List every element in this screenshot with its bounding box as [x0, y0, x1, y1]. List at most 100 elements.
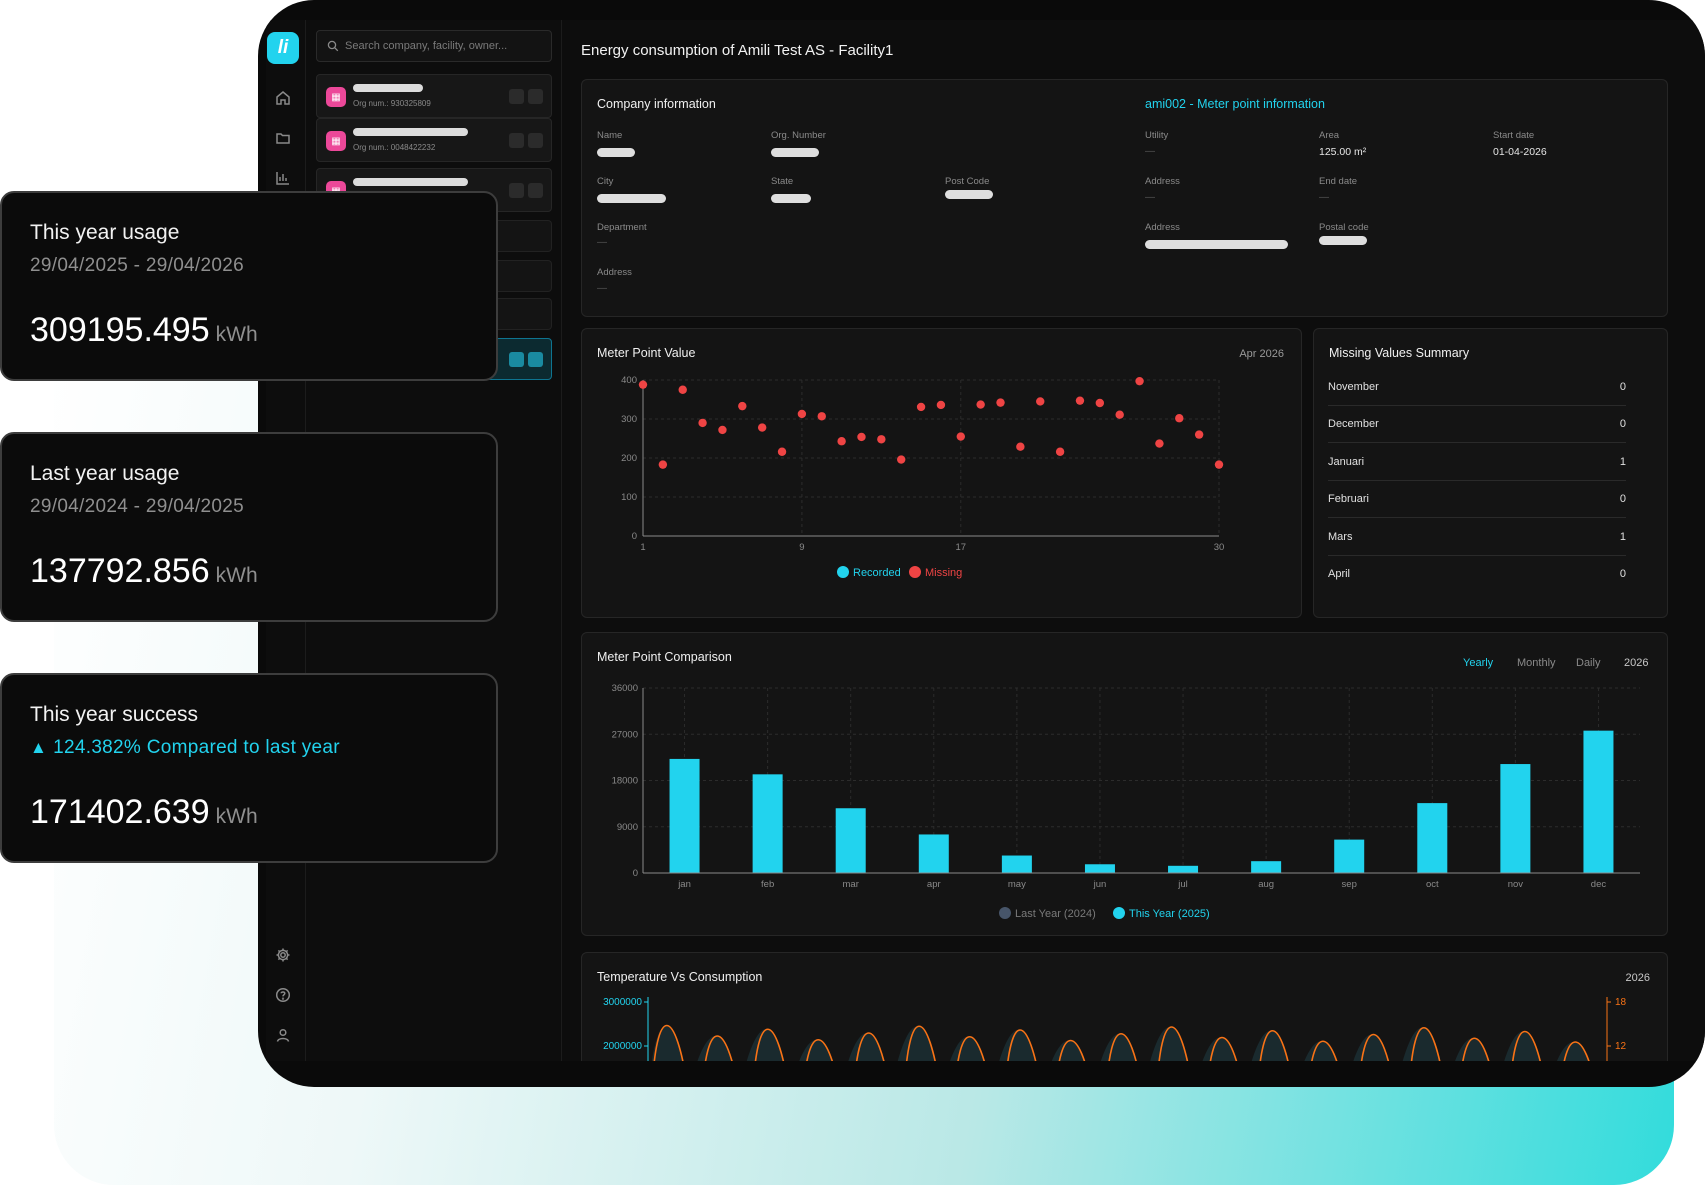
company-name-redacted: [353, 84, 423, 92]
bar-this-year: [1168, 865, 1199, 873]
company-info-title: Company information: [597, 97, 716, 111]
company-list-item[interactable]: ▦ Org num.: 0048422232: [316, 118, 552, 162]
company-org-number: Org num.: 930325809: [353, 99, 431, 108]
y-tick-label: 9000: [617, 822, 638, 833]
delete-button[interactable]: [528, 183, 543, 198]
missing-row: Januari 1: [1328, 446, 1626, 481]
delete-button[interactable]: [528, 133, 543, 148]
x-tick-label: may: [1008, 879, 1026, 890]
city-label: City: [597, 176, 614, 187]
comparison-title: Meter Point Comparison: [597, 650, 732, 664]
missing-point: [857, 432, 866, 442]
bar-this-year: [669, 758, 700, 873]
last-year-usage-card: Last year usage 29/04/2024 - 29/04/2025 …: [0, 432, 498, 622]
company-name-redacted: [353, 178, 468, 186]
home-icon[interactable]: [275, 90, 291, 106]
left-axis-label: 3000000: [603, 997, 642, 1008]
x-tick-label: jul: [1177, 879, 1188, 890]
help-icon[interactable]: [275, 987, 291, 1003]
edit-button[interactable]: [509, 183, 524, 198]
legend-this-year-label: This Year (2025): [1129, 908, 1210, 920]
missing-point: [1135, 376, 1144, 386]
missing-point: [996, 398, 1005, 407]
this-year-usage-value-wrap: 309195.495 kWh: [30, 311, 258, 350]
this-year-success-card: This year success ▲ 124.382% Compared to …: [0, 673, 498, 863]
device-frame: li: [258, 0, 1705, 1087]
postcode-label: Post Code: [945, 176, 990, 187]
x-tick-label: dec: [1591, 879, 1607, 890]
this-year-usage-period: 29/04/2025 - 29/04/2026: [30, 255, 244, 276]
missing-point: [877, 435, 886, 444]
meter-info-title[interactable]: ami002 - Meter point information: [1145, 97, 1325, 111]
x-tick-label: aug: [1258, 879, 1274, 890]
missing-month: November: [1328, 381, 1379, 393]
edit-button[interactable]: [509, 89, 524, 104]
edit-button[interactable]: [509, 352, 524, 367]
utility-label: Utility: [1145, 130, 1169, 141]
bar-this-year: [752, 774, 783, 873]
missing-point: [1155, 439, 1164, 448]
x-tick-label: nov: [1508, 879, 1524, 890]
search-input[interactable]: Search company, facility, owner...: [316, 30, 552, 62]
x-tick-label: oct: [1426, 879, 1439, 890]
org-number-redacted: [771, 148, 819, 157]
last-year-usage-title: Last year usage: [30, 462, 180, 485]
missing-row: Februari 0: [1328, 483, 1626, 518]
missing-point: [678, 385, 687, 394]
user-icon[interactable]: [275, 1027, 291, 1043]
x-tick-label: jan: [677, 879, 691, 890]
missing-point: [1016, 442, 1025, 451]
this-year-usage-title: This year usage: [30, 221, 180, 244]
meter-address2-label: Address: [1145, 222, 1180, 233]
tab-monthly[interactable]: Monthly: [1517, 657, 1556, 669]
missing-point: [797, 409, 807, 419]
x-tick-label: 9: [799, 542, 804, 553]
missing-point: [916, 402, 926, 412]
this-year-usage-card: This year usage 29/04/2025 - 29/04/2026 …: [0, 191, 498, 381]
delete-button[interactable]: [528, 352, 543, 367]
gear-icon[interactable]: [275, 947, 291, 963]
postal-code-redacted: [1319, 236, 1367, 245]
legend-recorded-label: Recorded: [853, 567, 901, 579]
legend-last-year-swatch: [999, 907, 1011, 919]
legend-missing-swatch: [909, 566, 921, 578]
postal-code-label: Postal code: [1319, 222, 1369, 233]
folder-icon[interactable]: [275, 130, 291, 146]
missing-row: Mars 1: [1328, 521, 1626, 556]
year-selector[interactable]: 2026: [1624, 657, 1649, 669]
missing-count: 0: [1619, 568, 1626, 580]
success-change-text: 124.382% Compared to last year: [53, 737, 340, 758]
missing-summary-title: Missing Values Summary: [1329, 346, 1470, 360]
this-year-success-title: This year success: [30, 703, 199, 726]
y-tick-label: 100: [621, 492, 637, 503]
meter-value-period: Apr 2026: [1239, 348, 1284, 360]
building-icon: ▦: [326, 87, 346, 107]
edit-button[interactable]: [509, 133, 524, 148]
area-value: 125.00 m²: [1319, 146, 1367, 158]
missing-point: [897, 455, 906, 464]
missing-count: 1: [1619, 456, 1626, 468]
x-tick-label: 17: [956, 542, 967, 553]
end-date-value: —: [1319, 192, 1329, 203]
this-year-usage-value: 309195.495: [30, 311, 210, 349]
bar-this-year: [1251, 861, 1282, 873]
missing-point: [1194, 430, 1204, 439]
tab-yearly[interactable]: Yearly: [1463, 657, 1494, 669]
delete-button[interactable]: [528, 89, 543, 104]
app-logo[interactable]: li: [267, 32, 299, 64]
missing-point: [1095, 398, 1105, 408]
trend-up-icon: ▲: [30, 738, 48, 757]
missing-row: December 0: [1328, 408, 1626, 443]
temperature-year[interactable]: 2026: [1625, 972, 1650, 984]
company-list-item[interactable]: ▦ Org num.: 930325809: [316, 74, 552, 118]
legend-recorded-swatch: [837, 566, 849, 578]
utility-value: —: [1145, 146, 1155, 157]
missing-count: 0: [1619, 418, 1626, 430]
x-tick-label: sep: [1342, 879, 1357, 890]
missing-point: [1115, 410, 1124, 419]
department-value: —: [597, 237, 607, 248]
bar-chart-icon[interactable]: [275, 170, 291, 186]
y-tick-label: 0: [632, 531, 637, 542]
tab-daily[interactable]: Daily: [1576, 657, 1601, 669]
